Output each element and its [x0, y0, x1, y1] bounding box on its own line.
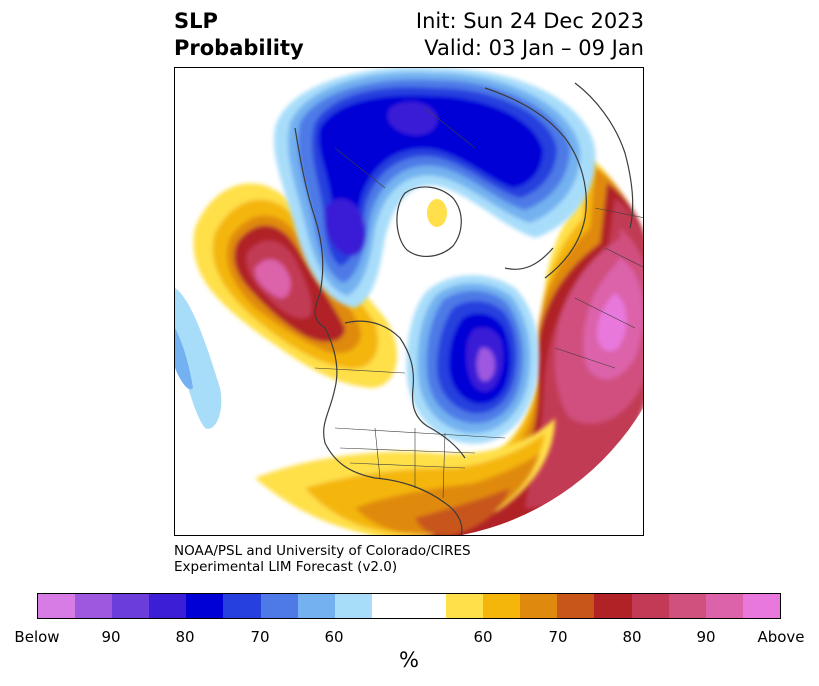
colorbar-segment: [149, 594, 187, 618]
map-panel: [174, 67, 644, 536]
political-borders: [314, 107, 643, 499]
title-block-right: Init: Sun 24 Dec 2023 Valid: 03 Jan – 09…: [416, 8, 644, 62]
colorbar-segment: [112, 594, 150, 618]
colorbar-segment: [334, 594, 372, 618]
colorbar-segment: [742, 594, 780, 618]
title-quantity: Probability: [174, 36, 304, 60]
credit-line-1: NOAA/PSL and University of Colorado/CIRE…: [174, 543, 471, 559]
colorbar-segment: [483, 594, 521, 618]
colorbar-segment: [594, 594, 632, 618]
below-anomaly-atlantic: [406, 275, 539, 444]
colorbar-segment: [38, 594, 76, 618]
below-anomaly-siberia: [274, 68, 596, 308]
colorbar-tick-label: 90: [101, 628, 121, 646]
title-block-left: SLP Probability: [174, 8, 304, 62]
colorbar-segment: [223, 594, 261, 618]
above-anomaly-south-us: [255, 418, 555, 535]
colorbar-unit: %: [399, 648, 419, 672]
below-anomaly-east-pacific: [175, 288, 222, 429]
above-anomaly-eurasia: [325, 148, 643, 535]
colorbar-segment: [297, 594, 335, 618]
colorbar-segment: [557, 594, 595, 618]
colorbar: [37, 593, 781, 619]
colorbar-segment: [75, 594, 113, 618]
probability-map: [175, 68, 643, 535]
colorbar-segment: [408, 594, 447, 618]
colorbar-tick-label: 60: [473, 628, 493, 646]
colorbar-segment: [260, 594, 298, 618]
colorbar-tick-label: Below: [14, 628, 60, 646]
coastlines: [294, 82, 634, 535]
init-date: Init: Sun 24 Dec 2023: [415, 9, 644, 33]
colorbar-tick-label: Above: [757, 628, 805, 646]
colorbar-tick-label: 70: [548, 628, 568, 646]
colorbar-tick-label: 80: [622, 628, 642, 646]
colorbar-segment: [371, 594, 409, 618]
colorbar-segment: [705, 594, 743, 618]
colorbar-tick-label: 70: [250, 628, 270, 646]
colorbar-tick-label: 90: [696, 628, 716, 646]
title-variable: SLP: [174, 9, 218, 33]
above-anomaly-arctic: [427, 199, 447, 227]
colorbar-segment: [520, 594, 558, 618]
colorbar-tick-label: 80: [175, 628, 195, 646]
colorbar-segment: [186, 594, 224, 618]
credit-line-2: Experimental LIM Forecast (v2.0): [174, 559, 398, 575]
valid-range: Valid: 03 Jan – 09 Jan: [424, 36, 644, 60]
credit-text: NOAA/PSL and University of Colorado/CIRE…: [174, 543, 471, 575]
colorbar-segment: [446, 594, 484, 618]
below-anomaly-east-pacific-core: [175, 328, 193, 390]
above-anomaly-north-pacific: [193, 183, 397, 388]
colorbar-segment: [668, 594, 706, 618]
colorbar-segment: [631, 594, 669, 618]
colorbar-tick-label: 60: [324, 628, 344, 646]
